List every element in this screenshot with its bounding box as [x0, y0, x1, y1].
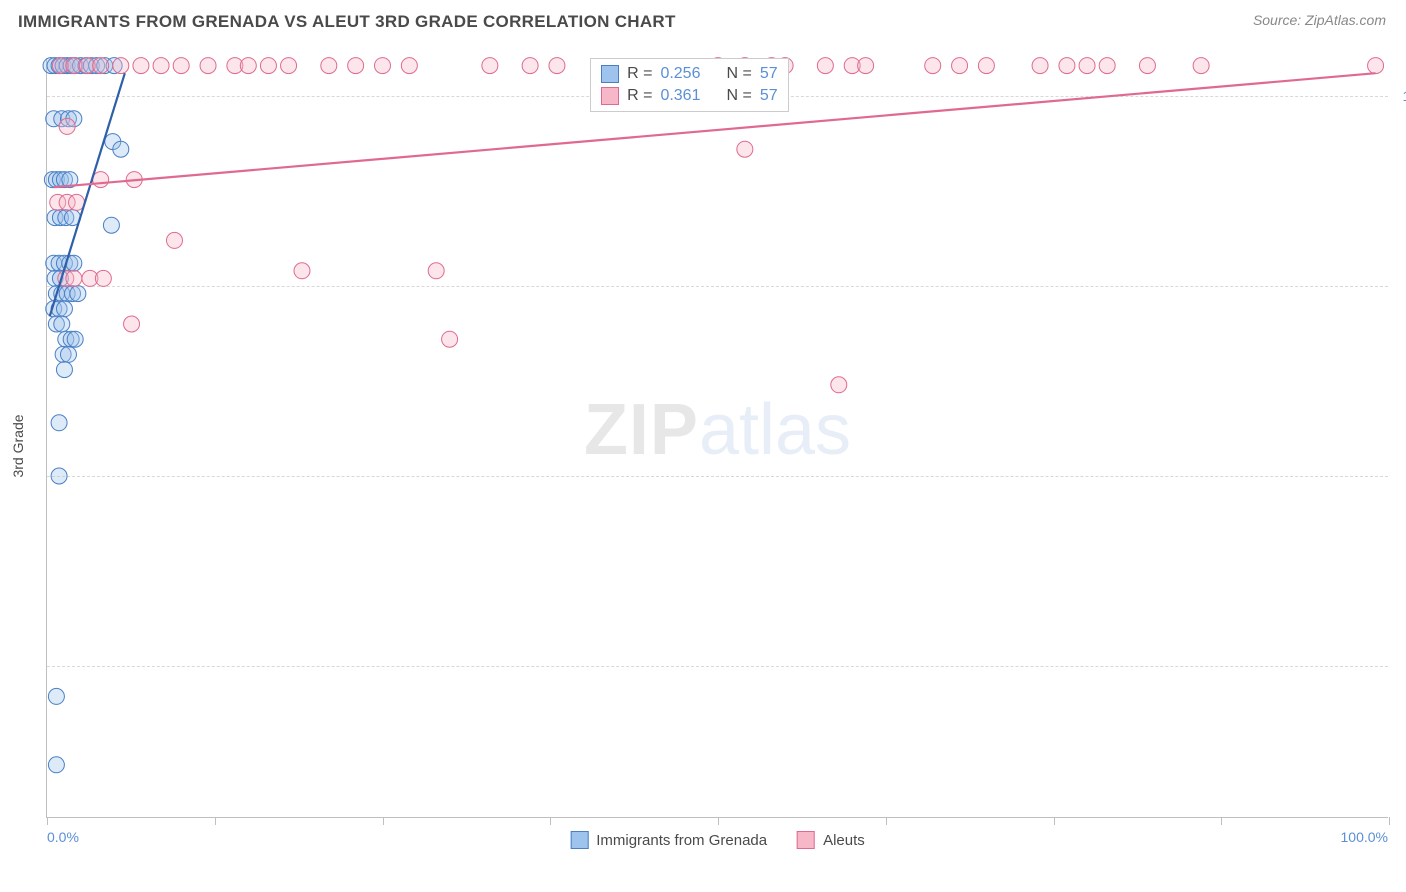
legend-n-value: 57 — [760, 65, 778, 83]
data-point — [48, 757, 64, 773]
data-point — [153, 58, 169, 74]
x-tick — [47, 817, 48, 825]
y-tick-label: 95.0% — [1394, 468, 1406, 484]
data-point — [482, 58, 498, 74]
data-point — [442, 331, 458, 347]
data-point — [925, 58, 941, 74]
legend-r-label: R = — [627, 87, 652, 105]
legend-row: R = 0.361 N = 57 — [601, 85, 778, 107]
chart-title: IMMIGRANTS FROM GRENADA VS ALEUT 3RD GRA… — [18, 12, 676, 32]
data-point — [59, 118, 75, 134]
y-tick-label: 100.0% — [1394, 88, 1406, 104]
legend-item: Immigrants from Grenada — [570, 831, 767, 849]
legend-label: Aleuts — [823, 832, 865, 849]
data-point — [70, 286, 86, 302]
data-point — [294, 263, 310, 279]
data-point — [978, 58, 994, 74]
data-point — [817, 58, 833, 74]
legend-label: Immigrants from Grenada — [596, 832, 767, 849]
x-tick — [718, 817, 719, 825]
data-point — [200, 58, 216, 74]
scatter-plot-svg — [47, 58, 1388, 817]
data-point — [51, 415, 67, 431]
data-point — [831, 377, 847, 393]
legend-swatch — [570, 831, 588, 849]
data-point — [1079, 58, 1095, 74]
x-axis-min-label: 0.0% — [47, 829, 79, 845]
data-point — [66, 270, 82, 286]
data-point — [51, 468, 67, 484]
y-axis-label: 3rd Grade — [10, 414, 26, 477]
data-point — [54, 316, 70, 332]
x-axis-max-label: 100.0% — [1341, 829, 1388, 845]
data-point — [173, 58, 189, 74]
data-point — [375, 58, 391, 74]
legend-n-label: N = — [726, 65, 751, 83]
data-point — [858, 58, 874, 74]
legend-row: R = 0.256 N = 57 — [601, 63, 778, 85]
legend-item: Aleuts — [797, 831, 865, 849]
legend-r-value: 0.256 — [660, 65, 700, 83]
legend-swatch — [601, 65, 619, 83]
data-point — [113, 58, 129, 74]
legend-n-label: N = — [726, 87, 751, 105]
chart-container: 92.5%95.0%97.5%100.0% ZIPatlas R =0.256N… — [46, 58, 1388, 818]
x-tick — [215, 817, 216, 825]
data-point — [56, 301, 72, 317]
legend-swatch — [797, 831, 815, 849]
data-point — [113, 141, 129, 157]
data-point — [93, 172, 109, 188]
data-point — [166, 232, 182, 248]
x-tick — [886, 817, 887, 825]
data-point — [133, 58, 149, 74]
correlation-legend-box: R = 0.256 N = 57 R = 0.361 N = 57 — [590, 58, 789, 112]
data-point — [428, 263, 444, 279]
x-tick — [1389, 817, 1390, 825]
data-point — [522, 58, 538, 74]
data-point — [67, 331, 83, 347]
legend-swatch — [601, 87, 619, 105]
x-tick — [383, 817, 384, 825]
x-tick — [1054, 817, 1055, 825]
data-point — [1059, 58, 1075, 74]
data-point — [1032, 58, 1048, 74]
data-point — [124, 316, 140, 332]
plot-area: 92.5%95.0%97.5%100.0% ZIPatlas R =0.256N… — [46, 58, 1388, 818]
y-tick-label: 92.5% — [1394, 658, 1406, 674]
data-point — [549, 58, 565, 74]
data-point — [1139, 58, 1155, 74]
data-point — [103, 217, 119, 233]
data-point — [93, 58, 109, 74]
data-point — [281, 58, 297, 74]
legend-n-value: 57 — [760, 87, 778, 105]
x-tick — [550, 817, 551, 825]
data-point — [56, 362, 72, 378]
legend-r-label: R = — [627, 65, 652, 83]
y-tick-label: 97.5% — [1394, 278, 1406, 294]
data-point — [48, 688, 64, 704]
data-point — [95, 270, 111, 286]
data-point — [348, 58, 364, 74]
series-legend: Immigrants from Grenada Aleuts — [570, 831, 865, 849]
source-label: Source: ZipAtlas.com — [1253, 12, 1386, 28]
data-point — [321, 58, 337, 74]
data-point — [60, 346, 76, 362]
data-point — [1368, 58, 1384, 74]
data-point — [260, 58, 276, 74]
x-tick — [1221, 817, 1222, 825]
data-point — [737, 141, 753, 157]
data-point — [1099, 58, 1115, 74]
data-point — [1193, 58, 1209, 74]
legend-r-value: 0.361 — [660, 87, 700, 105]
data-point — [952, 58, 968, 74]
data-point — [240, 58, 256, 74]
data-point — [401, 58, 417, 74]
